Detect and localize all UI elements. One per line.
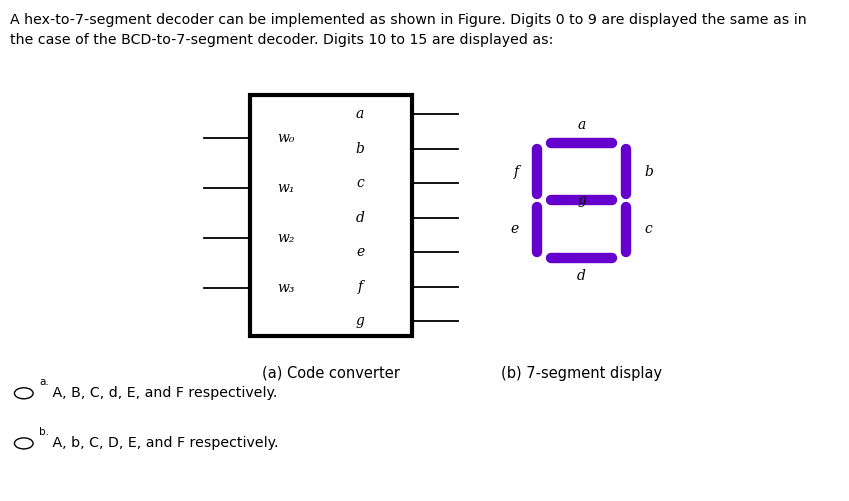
Text: w₀: w₀ [277,131,295,145]
Text: b.: b. [39,427,49,437]
Text: d: d [356,211,364,225]
Text: g: g [356,314,364,328]
Text: b: b [644,165,653,178]
Text: (b) 7-segment display: (b) 7-segment display [501,366,662,381]
Text: w₃: w₃ [277,281,295,295]
Text: e: e [356,245,364,260]
Text: w₂: w₂ [277,231,295,245]
Text: e: e [510,222,519,236]
Text: the case of the BCD-to-7-segment decoder. Digits 10 to 15 are displayed as:: the case of the BCD-to-7-segment decoder… [10,33,554,47]
Text: g: g [577,193,586,207]
Text: A, b, C, D, E, and F respectively.: A, b, C, D, E, and F respectively. [48,436,278,450]
Text: a: a [356,107,364,121]
Text: (a) Code converter: (a) Code converter [262,366,400,381]
Bar [250,95,412,336]
Text: b: b [356,142,364,156]
Text: d: d [577,269,586,283]
Text: c: c [357,176,364,190]
Text: f: f [514,165,519,178]
Text: A, B, C, d, E, and F respectively.: A, B, C, d, E, and F respectively. [48,386,278,400]
Text: a: a [577,118,586,132]
Text: c: c [644,222,652,236]
Text: a.: a. [39,377,48,387]
Text: A hex-to-7-segment decoder can be implemented as shown in Figure. Digits 0 to 9 : A hex-to-7-segment decoder can be implem… [10,13,807,27]
Text: f: f [357,280,363,294]
Text: w₁: w₁ [277,181,295,195]
